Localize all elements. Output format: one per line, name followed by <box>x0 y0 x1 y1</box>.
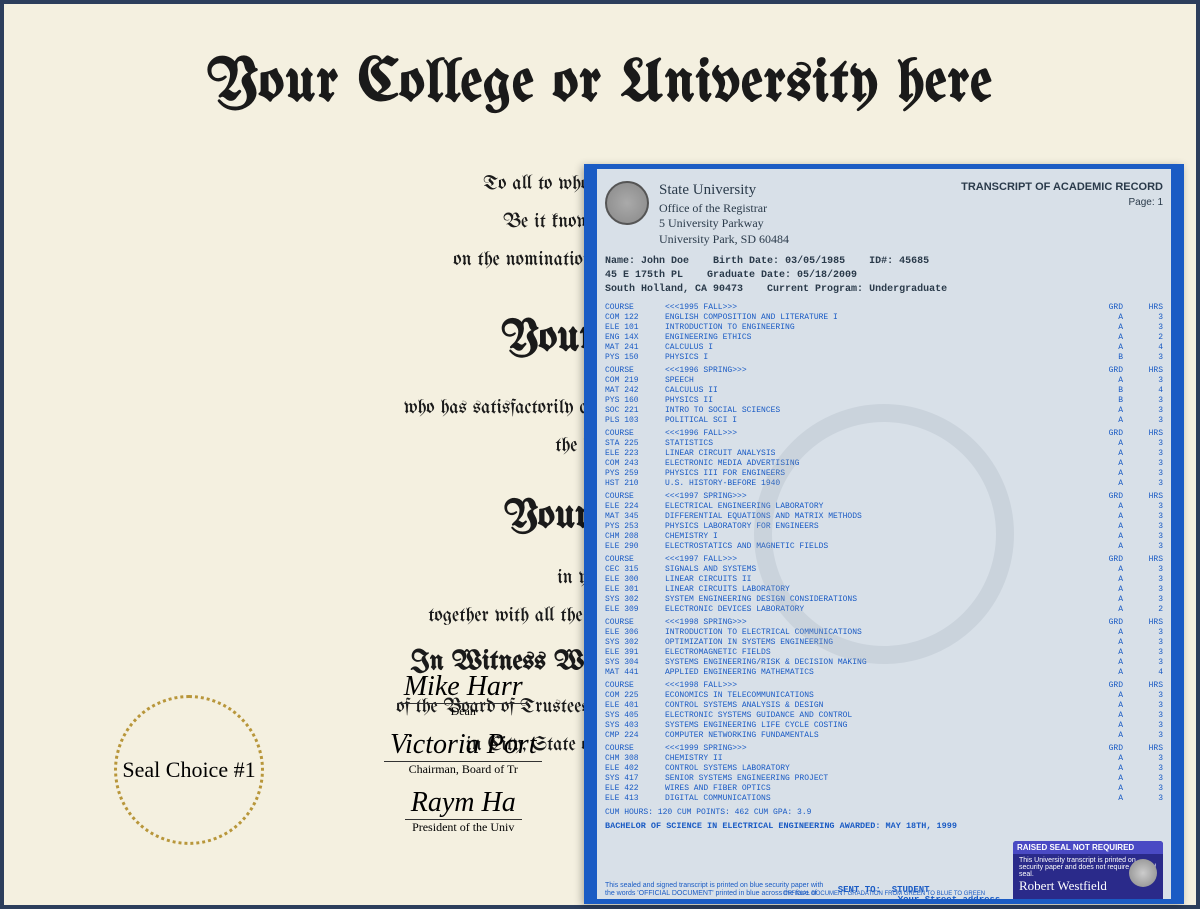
signature-name: Raym Ha <box>405 787 522 820</box>
term-header: COURSE<<<1997 SPRING>>>GRDHRS <box>605 492 1163 502</box>
birth-label: Birth Date: <box>713 256 779 267</box>
course-row: STA 225StatisticsA3 <box>605 439 1163 449</box>
university-name: State University <box>659 181 789 201</box>
course-row: COM 243Electronic Media AdvertisingA3 <box>605 459 1163 469</box>
university-address: State University Office of the Registrar… <box>659 181 789 247</box>
course-row: CMP 224Computer Networking FundamentalsA… <box>605 731 1163 741</box>
page-number: 1 <box>1157 197 1163 208</box>
student-name: John Doe <box>641 256 689 267</box>
course-row: ELE 306Introduction to Electrical Commun… <box>605 628 1163 638</box>
id-label: ID#: <box>869 256 893 267</box>
course-row: COM 225Economics in TelecommunicationsA3 <box>605 691 1163 701</box>
student-id: 45685 <box>899 256 929 267</box>
course-row: SYS 403Systems Engineering Life Cycle Co… <box>605 721 1163 731</box>
course-row: PYS 253Physics Laboratory for EngineersA… <box>605 522 1163 532</box>
name-label: Name: <box>605 256 635 267</box>
course-row: ENG 14XEngineering EthicsA2 <box>605 333 1163 343</box>
course-row: MAT 242Calculus IIB4 <box>605 386 1163 396</box>
course-row: SYS 302Optimization in Systems Engineeri… <box>605 638 1163 648</box>
term-header: COURSE<<<1998 FALL>>>GRDHRS <box>605 681 1163 691</box>
course-row: ELE 422Wires and Fiber OpticsA3 <box>605 784 1163 794</box>
course-row: SOC 221Intro to Social SciencesA3 <box>605 406 1163 416</box>
signature-title: Dean <box>384 704 542 719</box>
signature: Victoria Port Chairman, Board of Tr <box>384 729 542 777</box>
student-addr1: 45 E 175th PL <box>605 269 683 283</box>
university-seal-icon <box>605 181 649 225</box>
signature: Mike Harr Dean <box>384 671 542 719</box>
course-row: ELE 401Control Systems Analysis & Design… <box>605 701 1163 711</box>
course-row: COM 122English Composition and Literatur… <box>605 313 1163 323</box>
term-header: COURSE<<<1995 FALL>>>GRDHRS <box>605 303 1163 313</box>
transcript-header: State University Office of the Registrar… <box>605 181 1163 247</box>
signature: Raym Ha President of the Univ <box>384 787 542 835</box>
course-row: CEC 315Signals and SystemsA3 <box>605 565 1163 575</box>
signature-name: Mike Harr <box>398 671 529 704</box>
university-office: Office of the Registrar <box>659 201 789 217</box>
bottom-security-strip: OFFICIAL DOCUMENT GRADATION FROM GREEN T… <box>589 891 1179 897</box>
seal-label: Seal Choice #1 <box>122 755 255 786</box>
course-row: ELE 402Control Systems LaboratoryA3 <box>605 764 1163 774</box>
transcript-title: TRANSCRIPT OF ACADEMIC RECORD <box>961 181 1163 193</box>
seal-placeholder: Seal Choice #1 <box>114 695 264 845</box>
course-row: ELE 391Electromagnetic FieldsA3 <box>605 648 1163 658</box>
course-row: SYS 302System Engineering Design Conside… <box>605 595 1163 605</box>
student-addr2: South Holland, CA 90473 <box>605 283 743 297</box>
term-header: COURSE<<<1996 SPRING>>>GRDHRS <box>605 366 1163 376</box>
signature-title: Chairman, Board of Tr <box>384 762 542 777</box>
course-row: ELE 300Linear Circuits IIA3 <box>605 575 1163 585</box>
course-row: COM 219SpeechA3 <box>605 376 1163 386</box>
course-row: CHM 308Chemistry IIA3 <box>605 754 1163 764</box>
transcript-document: State University Office of the Registrar… <box>584 164 1184 904</box>
course-row: CHM 208Chemistry IA3 <box>605 532 1163 542</box>
term-header: COURSE<<<1996 FALL>>>GRDHRS <box>605 429 1163 439</box>
course-row: MAT 241Calculus IA4 <box>605 343 1163 353</box>
diploma-title: Your College or University here <box>64 54 1136 116</box>
course-row: ELE 290Electrostatics and Magnetic Field… <box>605 542 1163 552</box>
course-row: PYS 160Physics IIB3 <box>605 396 1163 406</box>
transcript-header-left: State University Office of the Registrar… <box>605 181 789 247</box>
cumulative-summary: CUM HOURS: 120 CUM POINTS: 462 CUM GPA: … <box>605 808 1163 817</box>
course-row: SYS 417Senior Systems Engineering Projec… <box>605 774 1163 784</box>
birth-date: 03/05/1985 <box>785 256 845 267</box>
course-row: ELE 101Introduction to EngineeringA3 <box>605 323 1163 333</box>
program: Undergraduate <box>869 284 947 295</box>
course-row: PLS 103Political Sci IA3 <box>605 416 1163 426</box>
course-list: COURSE<<<1995 FALL>>>GRDHRSCOM 122Englis… <box>605 303 1163 804</box>
course-row: ELE 224Electrical Engineering Laboratory… <box>605 502 1163 512</box>
university-addr1: 5 University Parkway <box>659 216 789 232</box>
course-row: HST 210U.S. History-Before 1940A3 <box>605 479 1163 489</box>
transcript-header-right: TRANSCRIPT OF ACADEMIC RECORD Page: 1 <box>961 181 1163 247</box>
grad-date: 05/18/2009 <box>797 270 857 281</box>
degree-awarded: BACHELOR OF SCIENCE IN ELECTRICAL ENGINE… <box>605 821 1163 831</box>
signature-title: President of the Univ <box>384 820 542 835</box>
term-header: COURSE<<<1997 FALL>>>GRDHRS <box>605 555 1163 565</box>
signature-block: Mike Harr Dean Victoria Port Chairman, B… <box>384 671 542 845</box>
course-row: ELE 413Digital CommunicationsA3 <box>605 794 1163 804</box>
course-row: ELE 301Linear Circuits LaboratoryA3 <box>605 585 1163 595</box>
course-row: SYS 304Systems Engineering/Risk & Decisi… <box>605 658 1163 668</box>
sealbox-header: RAISED SEAL NOT REQUIRED <box>1013 841 1163 854</box>
signature-name: Victoria Port <box>384 729 542 762</box>
course-row: ELE 223Linear Circuit AnalysisA3 <box>605 449 1163 459</box>
term-header: COURSE<<<1999 SPRING>>>GRDHRS <box>605 744 1163 754</box>
term-header: COURSE<<<1998 SPRING>>>GRDHRS <box>605 618 1163 628</box>
university-addr2: University Park, SD 60484 <box>659 232 789 248</box>
program-label: Current Program: <box>767 284 863 295</box>
course-row: PYS 150Physics IB3 <box>605 353 1163 363</box>
course-row: ELE 309Electronic Devices LaboratoryA2 <box>605 605 1163 615</box>
course-row: MAT 345Differential Equations and Matrix… <box>605 512 1163 522</box>
course-row: MAT 441Applied Engineering MathematicsA4 <box>605 668 1163 678</box>
course-row: SYS 405Electronic Systems Guidance and C… <box>605 711 1163 721</box>
page-label: Page: <box>1129 197 1155 208</box>
course-row: PYS 259Physics III for EngineersA3 <box>605 469 1163 479</box>
student-info: Name: John Doe Birth Date: 03/05/1985 ID… <box>605 255 1163 297</box>
page-indicator: Page: 1 <box>961 197 1163 208</box>
grad-label: Graduate Date: <box>707 270 791 281</box>
